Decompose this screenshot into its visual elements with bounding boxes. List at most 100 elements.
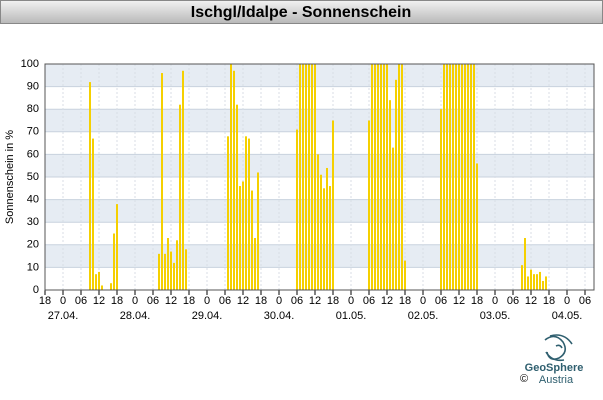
x-tick-label: 12	[525, 295, 537, 307]
bar	[449, 64, 451, 290]
x-tick-label: 18	[543, 295, 555, 307]
bar	[176, 240, 178, 290]
grid-band	[45, 154, 594, 177]
bar	[329, 186, 331, 290]
date-label: 28.04.	[120, 310, 151, 322]
bar	[542, 280, 544, 290]
bar	[299, 64, 301, 290]
y-tick-label: 0	[33, 284, 39, 296]
bar	[317, 154, 319, 290]
bar	[380, 64, 382, 290]
x-tick-label: 18	[255, 295, 267, 307]
date-label: 01.05.	[336, 310, 367, 322]
bar	[314, 64, 316, 290]
bar	[539, 271, 541, 290]
bar	[254, 238, 256, 290]
bar	[368, 120, 370, 290]
bar	[452, 64, 454, 290]
bar	[113, 233, 115, 290]
y-tick-label: 100	[21, 58, 39, 70]
bar	[455, 64, 457, 290]
x-tick-label: 0	[132, 295, 138, 307]
x-tick-label: 0	[492, 295, 498, 307]
bar	[308, 64, 310, 290]
x-tick-label: 0	[276, 295, 282, 307]
bar	[248, 138, 250, 290]
bar	[473, 64, 475, 290]
y-tick-label: 50	[27, 171, 39, 183]
bar	[470, 64, 472, 290]
grid-band	[45, 64, 594, 87]
bar	[116, 204, 118, 290]
bar	[446, 64, 448, 290]
plot-frame	[44, 63, 595, 291]
bar	[182, 70, 184, 290]
logo-name: GeoSphere	[525, 362, 584, 374]
y-tick-label: 80	[27, 103, 39, 115]
x-tick-label: 12	[381, 295, 393, 307]
bar	[230, 64, 232, 290]
bar	[323, 188, 325, 290]
x-tick-label: 06	[147, 295, 159, 307]
bar	[101, 285, 103, 290]
x-tick-label: 0	[348, 295, 354, 307]
bar	[179, 104, 181, 291]
x-tick-label: 06	[219, 295, 231, 307]
x-tick-label: 06	[507, 295, 519, 307]
y-tick-label: 30	[27, 216, 39, 228]
bar	[536, 274, 538, 290]
date-label: 03.05.	[480, 310, 511, 322]
bar	[236, 104, 238, 291]
x-tick-label: 12	[165, 295, 177, 307]
bar	[170, 251, 172, 290]
grid-band	[45, 109, 594, 132]
bar	[467, 64, 469, 290]
bar	[386, 64, 388, 290]
y-tick-label: 20	[27, 239, 39, 251]
bar	[242, 181, 244, 290]
bar	[476, 163, 478, 290]
x-tick-label: 12	[453, 295, 465, 307]
date-label: 04.05.	[552, 310, 583, 322]
x-tick-label: 18	[39, 295, 51, 307]
bar	[320, 174, 322, 290]
bar	[440, 109, 442, 290]
bar	[227, 136, 229, 290]
bar	[404, 260, 406, 290]
bar	[398, 64, 400, 290]
x-tick-label: 0	[204, 295, 210, 307]
bar	[383, 64, 385, 290]
bar	[233, 70, 235, 290]
bar	[458, 64, 460, 290]
x-tick-label: 18	[111, 295, 123, 307]
bar	[302, 64, 304, 290]
copyright: ©	[520, 373, 528, 385]
bar	[296, 129, 298, 290]
bar	[533, 274, 535, 290]
bar	[164, 253, 166, 290]
y-tick-label: 10	[27, 261, 39, 273]
x-tick-label: 18	[399, 295, 411, 307]
x-tick-label: 06	[75, 295, 87, 307]
grid-band	[45, 244, 594, 268]
bar	[161, 73, 163, 290]
bar	[524, 238, 526, 290]
x-tick-label: 18	[183, 295, 195, 307]
bar	[245, 136, 247, 290]
bar	[92, 138, 94, 290]
y-tick-label: 90	[27, 81, 39, 93]
x-tick-label: 06	[363, 295, 375, 307]
bar	[326, 167, 328, 290]
bar	[464, 64, 466, 290]
bar	[305, 64, 307, 290]
grid-band	[45, 199, 594, 223]
bar	[332, 120, 334, 290]
bar	[401, 64, 403, 290]
x-tick-label: 0	[60, 295, 66, 307]
x-tick-label: 18	[327, 295, 339, 307]
bar	[251, 190, 253, 290]
bar	[110, 283, 112, 290]
date-label: 30.04.	[264, 310, 295, 322]
